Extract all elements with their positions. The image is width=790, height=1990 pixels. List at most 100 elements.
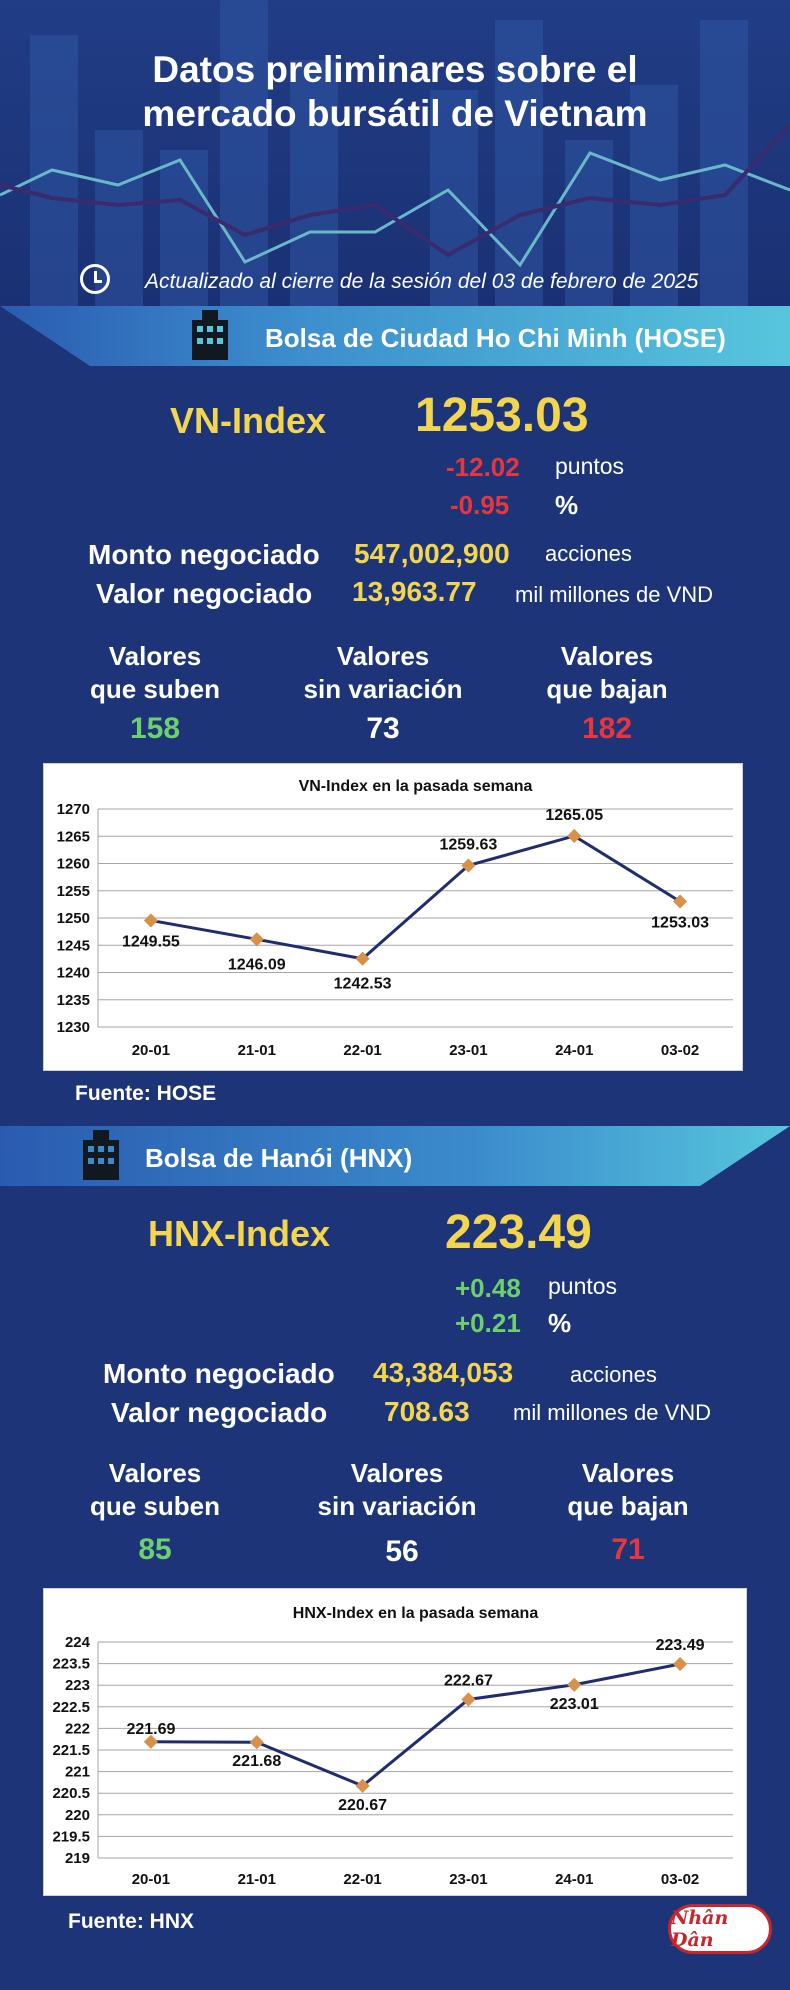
hnx-index-value: 223.49 [445, 1206, 592, 1259]
hose-volume-value: 547,002,900 [354, 538, 510, 569]
x-tick-label: 22-01 [343, 1042, 381, 1059]
hose-up-label-1: Valores [108, 641, 202, 671]
hose-change-percent: -0.95 [450, 490, 510, 520]
data-label: 1249.55 [122, 933, 180, 950]
hnx-change-points: +0.48 [455, 1273, 521, 1303]
hose-down-count: 182 [581, 712, 633, 745]
hose-percent-label: % [555, 490, 579, 520]
series-line [150, 1662, 681, 1788]
hnx-up-count: 85 [138, 1533, 172, 1566]
logo-text: Nhân Dân [671, 1907, 729, 1951]
y-tick-label: 1265 [57, 828, 90, 845]
chart-title: HNX-Index en la pasada semana [293, 1605, 539, 1622]
hnx-points-label: puntos [548, 1273, 618, 1299]
hnx-up-label-2: que suben [89, 1491, 220, 1521]
y-tick-label: 1255 [57, 883, 90, 900]
page-title: Datos preliminares sobre el mercado burs… [0, 48, 790, 136]
hose-flat-label-1: Valores [336, 641, 430, 671]
hnx-flat-label: Valores sin variación [287, 1457, 507, 1523]
chart-frame [43, 763, 743, 1071]
data-label: 222.67 [444, 1672, 493, 1689]
hnx-flat-label-2: sin variación [317, 1491, 477, 1521]
data-point [249, 1735, 264, 1750]
hnx-chart: HNX-Index en la pasada semana 224 223.5 223… [43, 1588, 747, 1896]
hnx-down-count: 71 [611, 1533, 645, 1566]
hnx-down-label-1: Valores [581, 1458, 675, 1488]
hnx-percent-label: % [548, 1308, 572, 1338]
y-tick-label: 223 [65, 1677, 90, 1694]
hose-flat-label: Valores sin variación [273, 640, 493, 706]
hose-value-value: 13,963.77 [352, 576, 477, 607]
x-tick-label: 20-01 [132, 1871, 170, 1888]
x-tick-label: 21-01 [238, 1042, 276, 1059]
data-label: 1242.53 [334, 976, 392, 993]
y-tick-label: 224 [65, 1634, 91, 1651]
hose-up-label-2: que suben [89, 674, 220, 704]
x-tick-label: 23-01 [449, 1871, 487, 1888]
hose-flat-count: 73 [366, 712, 400, 745]
data-label: 1253.03 [651, 914, 709, 931]
data-label: 223.49 [656, 1637, 705, 1654]
data-label: 221.68 [232, 1753, 281, 1770]
hnx-source: Fuente: HNX [68, 1910, 194, 1933]
chart-title: VN-Index en la pasada semana [299, 778, 533, 795]
y-tick-label: 219.5 [52, 1828, 90, 1845]
y-tick-label: 1230 [57, 1019, 90, 1036]
hnx-volume-value: 43,384,053 [373, 1357, 514, 1388]
y-tick-label: 1240 [57, 965, 90, 982]
data-point [673, 1656, 688, 1672]
clock-icon [80, 264, 110, 294]
hose-points-label: puntos [555, 453, 625, 479]
y-tick-label: 1260 [57, 856, 90, 873]
x-tick-label: 24-01 [555, 1042, 593, 1059]
title-line-2: mercado bursátil de Vietnam [142, 93, 648, 134]
x-tick-label: 03-02 [661, 1042, 699, 1059]
data-label: 221.69 [126, 1721, 175, 1738]
y-tick-label: 221.5 [52, 1742, 90, 1759]
hnx-value-unit: mil millones de VND [513, 1400, 712, 1425]
series-line [150, 834, 681, 961]
x-tick-label: 21-01 [238, 1871, 276, 1888]
hose-index-value: 1253.03 [415, 389, 589, 442]
hose-flat-label-2: sin variación [303, 674, 463, 704]
data-label: 223.01 [550, 1696, 599, 1713]
data-point [249, 932, 264, 947]
x-tick-label: 23-01 [449, 1042, 487, 1059]
hose-chart: VN-Index en la pasada semana 1270 1265 1260… [43, 763, 743, 1071]
y-tick-label: 1270 [57, 801, 90, 818]
hnx-up-label-1: Valores [108, 1458, 202, 1488]
hose-down-label: Valores que bajan [497, 640, 717, 706]
data-point [143, 913, 158, 928]
y-tick-label: 221 [65, 1764, 90, 1781]
y-tick-label: 223.5 [52, 1656, 90, 1673]
y-tick-label: 222 [65, 1720, 90, 1737]
hnx-section-bar [0, 1126, 790, 1186]
hose-change-points: -12.02 [446, 452, 520, 482]
hose-section-title: Bolsa de Ciudad Ho Chi Minh (HOSE) [265, 323, 726, 353]
hose-value-unit: mil millones de VND [515, 582, 714, 607]
data-label: 1259.63 [439, 837, 497, 854]
hose-volume-unit: acciones [545, 541, 632, 566]
hose-up-count: 158 [129, 712, 181, 745]
hose-value-label: Valor negociado [96, 578, 313, 609]
x-tick-label: 24-01 [555, 1871, 593, 1888]
y-tick-label: 220 [65, 1807, 90, 1824]
data-point [673, 894, 688, 909]
hnx-volume-label: Monto negociado [103, 1358, 335, 1389]
y-tick-label: 220.5 [52, 1785, 90, 1802]
building-icon [83, 1130, 119, 1180]
building-icon [192, 310, 228, 360]
hose-down-label-2: que bajan [546, 674, 668, 704]
title-line-1: Datos preliminares sobre el [152, 49, 638, 90]
x-tick-label: 22-01 [343, 1871, 381, 1888]
hnx-value-label: Valor negociado [111, 1397, 328, 1428]
data-point [143, 1734, 158, 1749]
y-tick-label: 222.5 [52, 1699, 90, 1716]
y-tick-label: 1235 [57, 992, 90, 1009]
hnx-flat-count: 56 [385, 1535, 419, 1568]
updated-timestamp: Actualizado al cierre de la sesión del 0… [145, 270, 699, 293]
hnx-index-name: HNX-Index [148, 1213, 331, 1254]
header-background [0, 0, 790, 310]
hnx-up-label: Valores que suben [45, 1457, 265, 1523]
data-label: 220.67 [338, 1797, 387, 1814]
